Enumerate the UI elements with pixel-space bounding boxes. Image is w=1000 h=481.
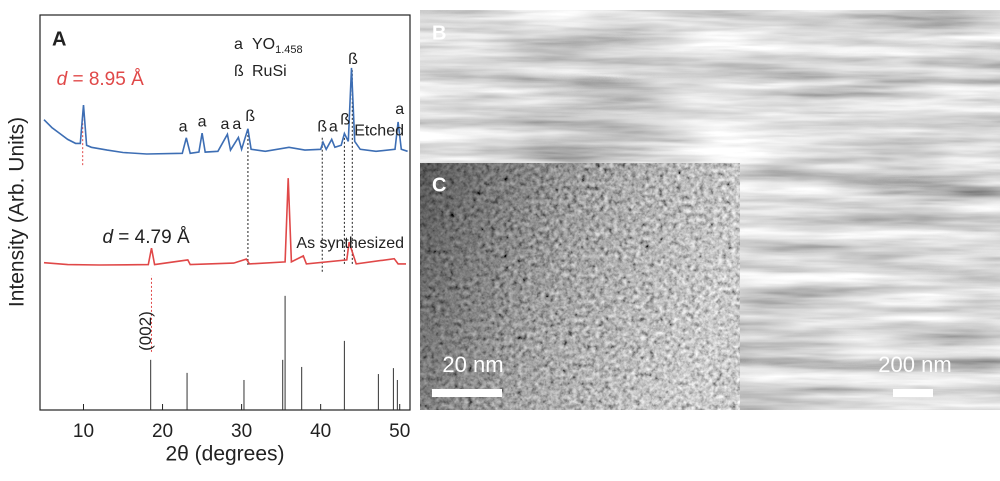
peak-label: a (329, 118, 338, 135)
peak-label: a (198, 113, 207, 130)
d-symbol: d (102, 227, 114, 248)
d-spacing-label: d = 4.79 Å (102, 227, 189, 248)
miller-index: (002) (136, 311, 155, 351)
peak-label: a (395, 101, 404, 118)
peak-label: ß (348, 51, 358, 68)
legend-formula: RuSi (252, 63, 287, 80)
d-value: = 8.95 Å (67, 69, 144, 90)
x-tick-label: 30 (231, 421, 252, 442)
y-axis-title: Intensity (Arb. Units) (6, 117, 29, 307)
scale-label-c: 20 nm (442, 352, 503, 377)
peak-label: a (232, 116, 241, 133)
line-series (43, 178, 406, 266)
scale-label-b: 200 nm (878, 352, 951, 377)
panel-label-a: A (52, 28, 66, 50)
scale-bar-c (432, 389, 502, 397)
d-value: = 4.79 Å (113, 227, 190, 248)
legend-symbol: a (234, 36, 243, 53)
legend-formula-main: RuSi (252, 63, 287, 80)
x-tick-label: 10 (73, 421, 94, 442)
d-symbol: d (57, 69, 69, 90)
legend-formula-main: YO (252, 36, 275, 53)
panel-c: 20 nm C (420, 163, 740, 410)
d-spacing-label: d = 8.95 Å (57, 69, 144, 90)
panel-label-b: B (432, 22, 446, 44)
peak-label: ß (245, 108, 255, 125)
scale-bar-b (893, 389, 933, 397)
series-label: Etched (354, 122, 404, 139)
peak-label: ß (340, 111, 350, 128)
x-axis-title: 2θ (degrees) (165, 443, 284, 466)
x-tick-label: 50 (389, 421, 410, 442)
x-tick-label: 40 (310, 421, 331, 442)
line-series (43, 67, 408, 155)
legend-symbol: ß (234, 63, 244, 80)
series-label: As synthesized (296, 235, 404, 252)
x-tick-label: 20 (152, 421, 173, 442)
panel-label-c: C (432, 174, 446, 196)
sem-shade-c (420, 163, 740, 410)
plot-frame (39, 14, 411, 411)
legend-formula: YO1.458 (252, 36, 303, 56)
peak-label: ß (317, 118, 327, 135)
legend-formula-subscript: 1.458 (275, 44, 303, 56)
peak-label: a (179, 118, 188, 135)
peak-label: a (221, 116, 230, 133)
